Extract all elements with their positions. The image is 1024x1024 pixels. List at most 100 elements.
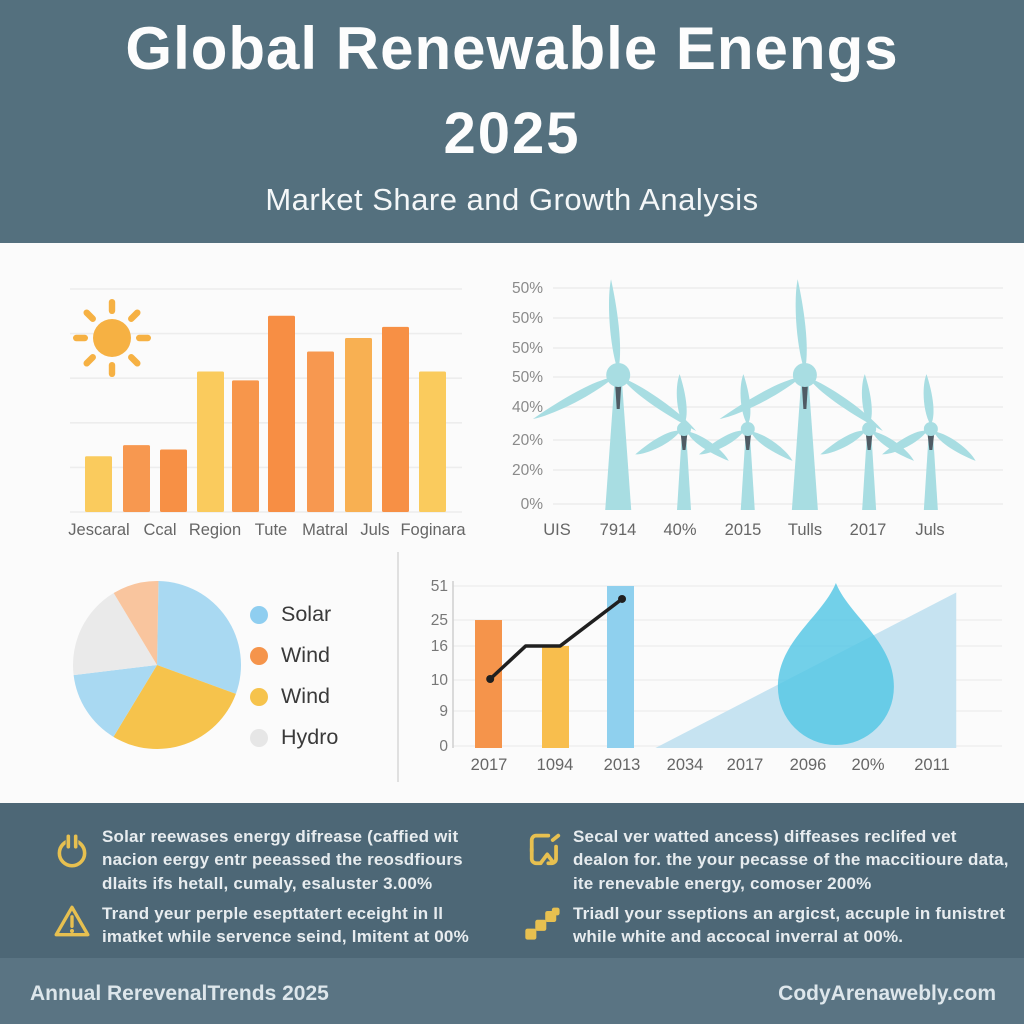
footer-left-text: Annual RerevenalTrends 2025 xyxy=(30,982,329,1005)
y-tick-label: 10 xyxy=(431,672,449,689)
legend-item: Hydro xyxy=(250,725,338,750)
page-subtitle: Market Share and Growth Analysis xyxy=(265,182,759,217)
wind-turbine xyxy=(698,374,793,510)
pie-slice xyxy=(113,665,236,749)
trend-line-point xyxy=(486,674,495,683)
legend-dot xyxy=(250,687,268,706)
solar-bar xyxy=(85,456,112,512)
note-text: Trand yeur perple esepttatert eceight in… xyxy=(102,904,469,947)
x-tick-label: 2034 xyxy=(667,756,704,774)
pie-slice xyxy=(157,581,241,694)
x-tick-label: 2017 xyxy=(471,756,508,774)
turbine-blade xyxy=(882,430,928,455)
y-tick-label: 16 xyxy=(431,638,448,655)
x-tick-label: 7914 xyxy=(600,521,637,539)
turbine-hub xyxy=(606,363,631,387)
y-tick-label: 50% xyxy=(512,369,543,386)
y-tick-label: 40% xyxy=(512,399,543,416)
y-tick-label: 20% xyxy=(512,432,543,449)
x-tick-label: Ccal xyxy=(143,521,176,539)
y-tick-label: 50% xyxy=(512,310,543,327)
y-tick-label: 20% xyxy=(512,462,543,479)
legend-label: Wind xyxy=(281,684,330,708)
x-tick-label: Juls xyxy=(360,521,389,539)
legend-item: Solar xyxy=(250,602,338,627)
turbine-blade xyxy=(676,374,687,426)
x-tick-label: 2015 xyxy=(725,521,762,539)
stairs-icon xyxy=(525,907,560,940)
solar-bar xyxy=(419,371,446,512)
turbine-hub xyxy=(792,363,817,387)
y-tick-label: 50% xyxy=(512,280,543,297)
pie-slice xyxy=(73,665,157,737)
x-tick-label: 2096 xyxy=(790,756,827,774)
footer-right-text: CodyArenawebly.com xyxy=(778,982,996,1005)
y-tick-label: 9 xyxy=(439,703,448,720)
x-tick-label: 1094 xyxy=(537,756,574,774)
legend-dot xyxy=(250,646,268,665)
turbine-blade xyxy=(795,279,807,372)
turbine-blade xyxy=(609,279,621,372)
combo-bar xyxy=(607,586,634,748)
legend-dot xyxy=(250,728,268,747)
x-tick-label: Tulls xyxy=(788,521,822,539)
growth-combo-chart: 51 25 16 10 9 0 2017 1094 2013 2034 2017 2096 20% 201… xyxy=(431,578,1002,774)
energy-mix-pie-chart xyxy=(73,581,241,749)
combo-bar xyxy=(475,620,502,748)
note-text: Solar reewases energy difrease (caffied … xyxy=(102,827,463,893)
footer: Annual RerevenalTrends 2025 CodyArenaweb… xyxy=(0,958,1024,1024)
turbine-blade xyxy=(923,374,934,426)
turbine-blade xyxy=(820,430,866,455)
solar-bar xyxy=(160,449,187,512)
turbine-blade xyxy=(740,374,751,426)
water-drop-icon xyxy=(777,583,894,745)
y-tick-label: 51 xyxy=(431,578,448,595)
header: Global Renewable Enengs 2025 Market Shar… xyxy=(0,0,1024,243)
bookmark-icon xyxy=(529,833,561,866)
turbine-blade xyxy=(532,376,615,420)
solar-bar xyxy=(382,326,409,512)
x-tick-label: 20% xyxy=(851,756,884,774)
y-tick-label: 0% xyxy=(521,496,544,513)
turbine-blade xyxy=(698,430,745,455)
wind-turbine-chart: 50% 50% 50% 50% 40% 20% 20% 0% UIS 7914 40% 2015 Tul… xyxy=(512,279,1003,539)
x-tick-label: 2011 xyxy=(914,756,949,774)
x-tick-label: Jescaral xyxy=(68,521,129,539)
trend-line-point xyxy=(618,594,627,603)
turbine-hub xyxy=(677,422,692,436)
pie-slice xyxy=(73,593,157,676)
legend-label: Hydro xyxy=(281,725,339,749)
x-tick-label: 2017 xyxy=(727,756,764,774)
sun-icon xyxy=(73,299,151,377)
warning-icon xyxy=(54,905,90,937)
pie-slice xyxy=(113,581,159,665)
page-title: Global Renewable Enengs xyxy=(125,15,899,82)
wind-turbine xyxy=(635,374,729,510)
x-tick-label: UIS xyxy=(543,521,571,539)
charts-panel: Jescaral Ccal Region Tute Matral Juls Foginara… xyxy=(0,243,1024,803)
turbine-hub xyxy=(862,422,877,436)
y-tick-label: 25 xyxy=(431,612,448,629)
turbine-blade xyxy=(621,377,697,432)
legend-item: Wind xyxy=(250,684,338,709)
x-tick-label: Tute xyxy=(255,521,287,539)
turbine-blade xyxy=(635,430,681,455)
turbine-hub xyxy=(740,422,755,436)
x-tick-label: Region xyxy=(189,521,241,539)
notes-section: Solar reewases energy difrease (caffied … xyxy=(0,803,1024,958)
solar-bar xyxy=(232,380,259,512)
power-icon xyxy=(57,833,87,868)
x-tick-label: 2013 xyxy=(604,756,641,774)
page-title-year: 2025 xyxy=(443,101,581,166)
wind-turbine xyxy=(820,374,914,510)
solar-bar xyxy=(123,445,150,512)
legend-label: Solar xyxy=(281,602,332,626)
turbine-blade xyxy=(808,377,883,432)
solar-bar xyxy=(307,351,334,512)
pie-legend: Solar Wind Wind Hydro xyxy=(250,602,338,750)
solar-bar xyxy=(345,338,372,512)
solar-bar xyxy=(268,315,295,512)
x-tick-label: Foginara xyxy=(400,521,466,539)
wind-turbine xyxy=(719,279,883,510)
